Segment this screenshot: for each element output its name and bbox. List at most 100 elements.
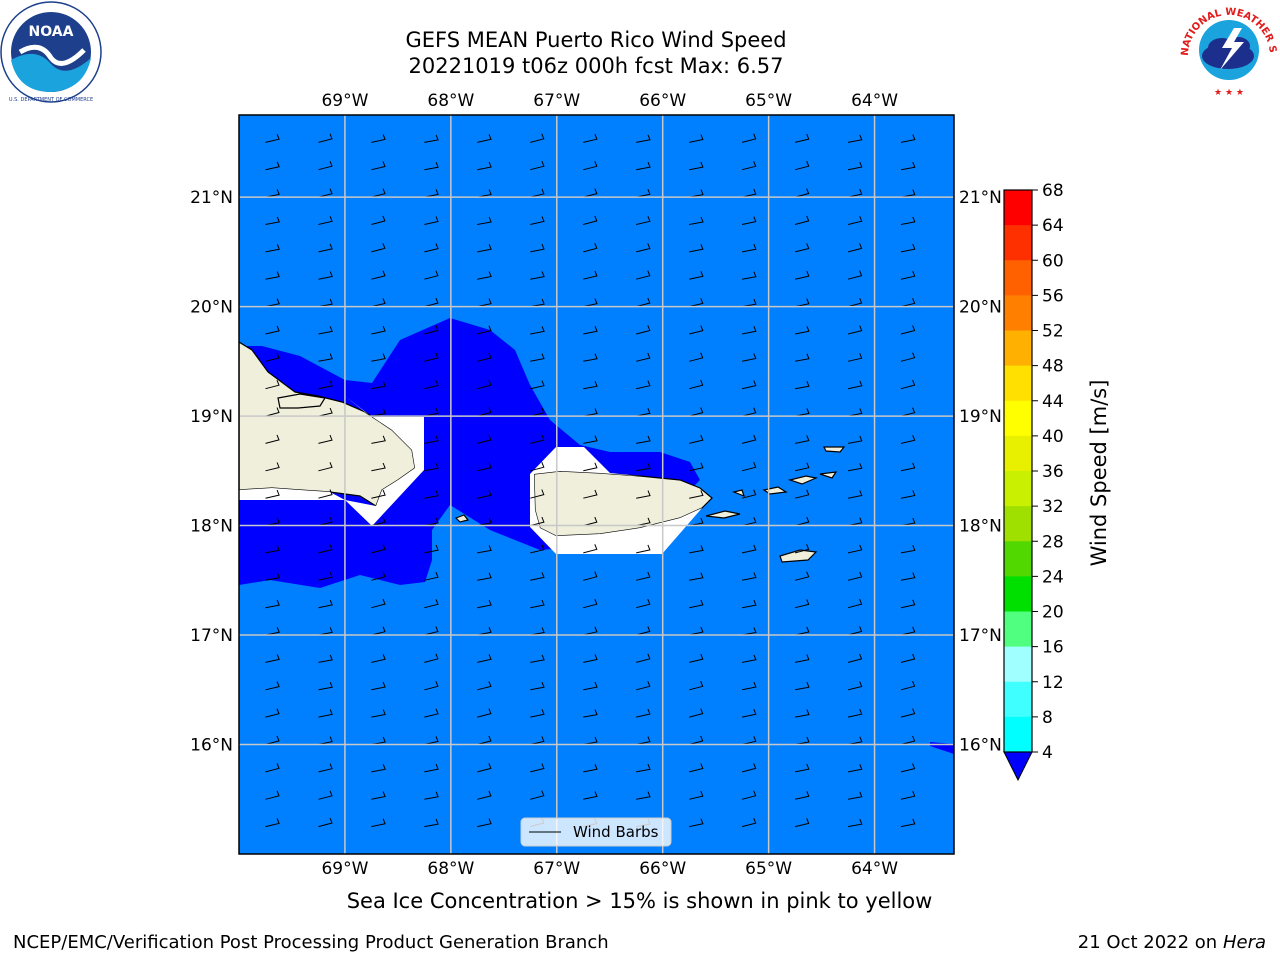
colorbar: 68 64 60 56 52 48 44 40 36 32 28 24 20 16 12 8 4: [1003, 181, 1064, 782]
wind-barb: [636, 653, 651, 663]
colorbar-tick-label: 24: [1042, 567, 1064, 587]
wind-barb: [530, 763, 545, 773]
lat-labels-left: 21°N 20°N 19°N 18°N 17°N 16°N: [190, 188, 233, 755]
colorbar-tick-label: 32: [1042, 497, 1064, 517]
wind-barb: [741, 790, 757, 800]
wind-barb: [424, 380, 439, 390]
wind-barb: [530, 216, 545, 225]
wind-barb: [741, 517, 757, 527]
wind-barb: [371, 791, 386, 800]
wind-barb: [583, 571, 598, 581]
wind-barb: [424, 352, 439, 362]
footer-host: Hera: [1222, 932, 1266, 953]
wind-barb: [318, 216, 333, 225]
wind-barb: [477, 545, 492, 554]
wind-barb: [847, 626, 863, 636]
wind-barb: [847, 653, 863, 663]
wind-barb: [847, 188, 863, 198]
colorbar-segment: [1004, 471, 1032, 507]
lat-label-right: 18°N: [959, 517, 1002, 537]
wind-barb: [689, 626, 704, 636]
wind-barb: [265, 763, 280, 773]
wind-barb: [742, 572, 757, 581]
wind-barb: [794, 161, 810, 171]
wind-barb: [265, 352, 280, 362]
wind-barb: [900, 352, 916, 362]
wind-barb: [318, 353, 333, 362]
colorbar-label: Wind Speed [m/s]: [1087, 380, 1111, 567]
wind-barb: [583, 270, 598, 280]
wind-barb: [847, 380, 863, 390]
wind-barb: [742, 298, 757, 308]
wind-barb: [583, 516, 598, 527]
wind-barb: [689, 379, 704, 390]
wind-barb: [741, 380, 757, 390]
wind-barb: [477, 161, 492, 171]
colorbar-segment: [1004, 541, 1032, 577]
wind-barb: [477, 708, 492, 718]
wind-barb: [530, 326, 545, 335]
wind-barb: [689, 818, 704, 828]
wind-barb: [477, 517, 492, 527]
wind-barb: [371, 709, 386, 718]
wind-barb: [900, 134, 916, 143]
wind-barb: [742, 326, 757, 335]
wind-barb: [636, 490, 651, 499]
colorbar-segment: [1004, 646, 1032, 683]
wind-barb: [795, 381, 810, 390]
footer-date: 21 Oct 2022 on Hera: [1078, 932, 1266, 953]
wind-barb: [265, 489, 280, 499]
wind-barb: [265, 627, 280, 636]
wind-barb: [265, 818, 280, 828]
wind-barb: [424, 708, 439, 718]
colorbar-tick-label: 56: [1042, 286, 1064, 306]
wind-barb: [741, 133, 757, 143]
colorbar-segment: [1004, 190, 1032, 226]
wind-barb: [689, 325, 704, 335]
colorbar-tick-label: 60: [1042, 251, 1064, 271]
wind-barb: [318, 298, 333, 308]
wind-barb: [636, 325, 651, 335]
wind-barb: [424, 490, 439, 499]
wind-barb: [900, 818, 916, 828]
wind-barb: [530, 516, 545, 527]
wind-barb: [794, 599, 810, 609]
colorbar-tick-label: 40: [1042, 427, 1064, 447]
wind-barb: [477, 271, 492, 280]
wind-barb: [371, 764, 386, 773]
wind-barb: [900, 162, 916, 171]
wind-barb: [583, 544, 598, 554]
wind-barb: [900, 216, 916, 225]
wind-barb: [265, 380, 280, 390]
lon-label-top: 64°W: [851, 91, 898, 111]
wind-barb: [477, 490, 492, 499]
colorbar-tick-label: 4: [1042, 743, 1053, 763]
wind-barb: [900, 271, 916, 280]
lon-label-bottom: 67°W: [533, 859, 580, 879]
wind-barb: [424, 270, 439, 280]
wind-barb: [847, 736, 863, 745]
wind-barb: [636, 599, 651, 609]
wind-barb: [424, 626, 439, 636]
colorbar-tick-label: 64: [1042, 216, 1064, 236]
colorbar-tick-label: 48: [1042, 357, 1064, 377]
wind-barb: [318, 188, 333, 198]
wind-barb: [371, 626, 386, 636]
wind-barb: [530, 654, 545, 663]
colorbar-segment: [1004, 576, 1032, 612]
wind-barb: [477, 681, 492, 691]
wind-barb: [900, 517, 916, 527]
wind-barb: [847, 571, 863, 581]
wind-barb: [371, 818, 386, 828]
wind-barb: [318, 654, 333, 663]
lon-label-bottom: 68°W: [427, 859, 474, 879]
wind-barb: [795, 326, 810, 335]
wind-barb: [265, 462, 280, 472]
wind-barb: [371, 243, 386, 253]
wind-barb: [900, 379, 916, 390]
wind-barb: [530, 544, 545, 554]
wind-barb: [424, 517, 439, 527]
wind-barb: [477, 352, 492, 362]
wind-barb: [424, 572, 439, 581]
wind-barb: [530, 161, 545, 171]
